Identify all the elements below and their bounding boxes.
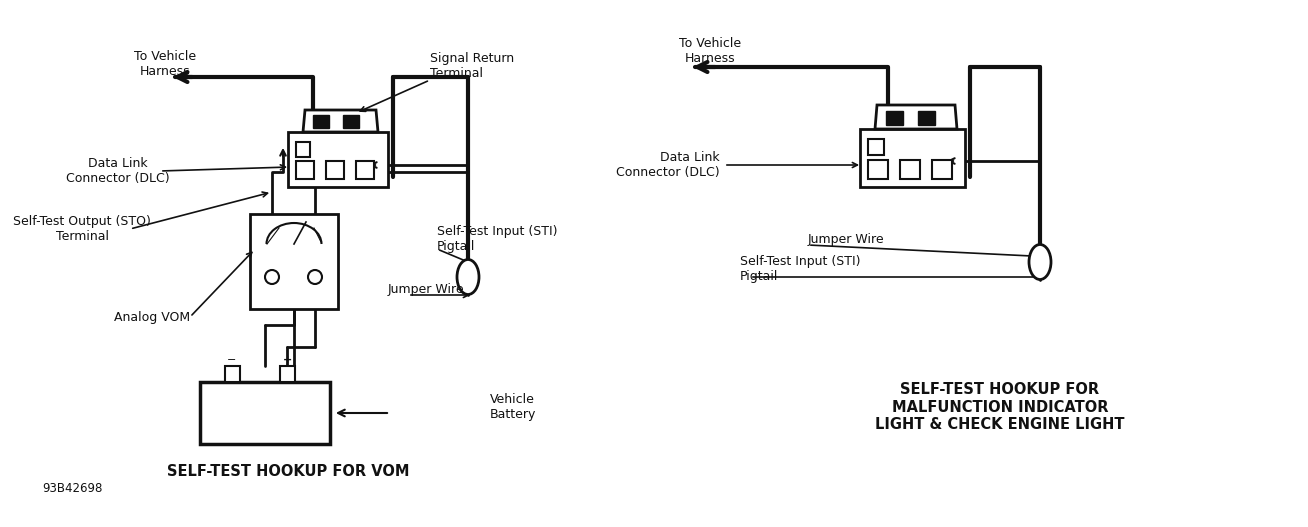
Polygon shape (296, 142, 310, 157)
Polygon shape (356, 161, 374, 179)
Polygon shape (918, 111, 935, 125)
Polygon shape (886, 111, 903, 125)
Polygon shape (313, 115, 330, 128)
Text: SELF-TEST HOOKUP FOR
MALFUNCTION INDICATOR
LIGHT & CHECK ENGINE LIGHT: SELF-TEST HOOKUP FOR MALFUNCTION INDICAT… (875, 382, 1125, 432)
Text: SELF-TEST HOOKUP FOR VOM: SELF-TEST HOOKUP FOR VOM (166, 464, 409, 480)
Text: Analog VOM: Analog VOM (114, 310, 190, 324)
Text: −: − (309, 279, 322, 295)
Text: Self-Test Input (STI)
Pigtail: Self-Test Input (STI) Pigtail (740, 255, 861, 283)
Polygon shape (869, 160, 888, 179)
Polygon shape (933, 160, 952, 179)
Polygon shape (875, 105, 957, 129)
Text: 93B42698: 93B42698 (42, 483, 102, 495)
Polygon shape (303, 110, 378, 132)
Circle shape (307, 270, 322, 284)
Polygon shape (859, 129, 965, 187)
Circle shape (266, 270, 279, 284)
Text: +: + (267, 280, 277, 294)
Polygon shape (280, 366, 296, 382)
Polygon shape (225, 366, 239, 382)
Polygon shape (296, 161, 314, 179)
Text: Jumper Wire: Jumper Wire (388, 282, 464, 296)
Text: Signal Return
Terminal: Signal Return Terminal (430, 52, 514, 80)
Text: Data Link
Connector (DLC): Data Link Connector (DLC) (67, 157, 170, 185)
Text: Self-Test Output (STO)
Terminal: Self-Test Output (STO) Terminal (13, 215, 150, 243)
Ellipse shape (1029, 245, 1052, 279)
Polygon shape (343, 115, 358, 128)
Polygon shape (326, 161, 344, 179)
Text: Data Link
Connector (DLC): Data Link Connector (DLC) (616, 151, 719, 179)
Text: −: − (228, 355, 237, 365)
Text: Vehicle
Battery: Vehicle Battery (490, 393, 536, 421)
Text: +: + (283, 355, 292, 365)
Text: Self-Test Input (STI)
Pigtail: Self-Test Input (STI) Pigtail (437, 225, 557, 253)
Text: Jumper Wire: Jumper Wire (808, 232, 884, 246)
Polygon shape (288, 132, 388, 187)
Polygon shape (869, 139, 884, 155)
Polygon shape (900, 160, 920, 179)
Text: To Vehicle
Harness: To Vehicle Harness (133, 50, 196, 78)
Polygon shape (250, 214, 337, 309)
Ellipse shape (456, 259, 479, 295)
Polygon shape (200, 382, 330, 444)
Text: To Vehicle
Harness: To Vehicle Harness (679, 37, 742, 65)
